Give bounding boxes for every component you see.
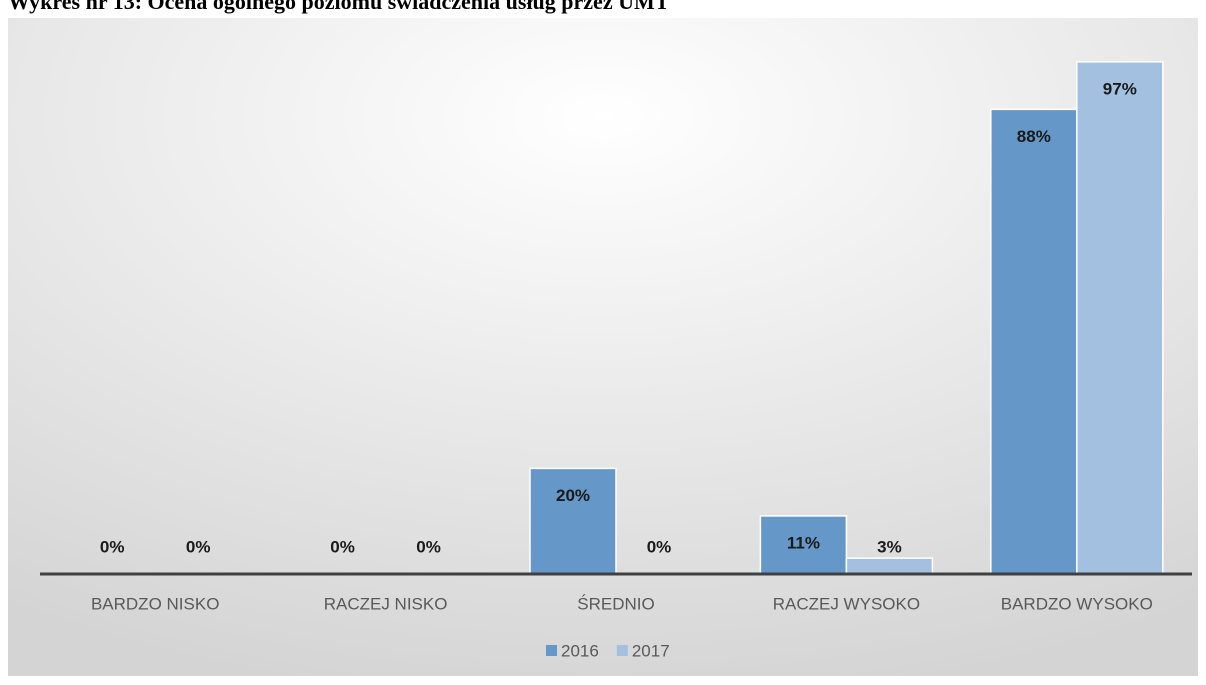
data-label: 11% [787,533,820,552]
data-label: 0% [100,537,125,556]
legend-label: 2016 [561,641,599,660]
bar [1076,61,1164,575]
bar [845,557,934,575]
legend-swatch [616,645,628,656]
x-tick-label: BARDZO WYSOKO [1001,594,1153,613]
data-label: 0% [416,537,441,556]
x-tick-label: ŚREDNIO [577,594,654,613]
x-tick-label: RACZEJ NISKO [324,594,448,613]
data-label: 97% [1103,79,1137,98]
bar [759,515,848,575]
data-label: 0% [186,537,211,556]
legend-label: 2017 [632,641,670,660]
bar [529,467,617,575]
data-label: 0% [330,537,355,556]
chart-title: Wykres nr 13: Ocena ogólnego poziomu świ… [8,0,670,14]
data-label: 0% [647,537,672,556]
data-label: 3% [877,537,902,556]
legend-swatch [546,645,557,656]
bar [990,108,1078,575]
data-label: 20% [556,486,590,505]
data-label: 88% [1017,127,1051,146]
x-tick-label: BARDZO NISKO [91,594,219,613]
x-tick-label: RACZEJ WYSOKO [773,594,920,613]
